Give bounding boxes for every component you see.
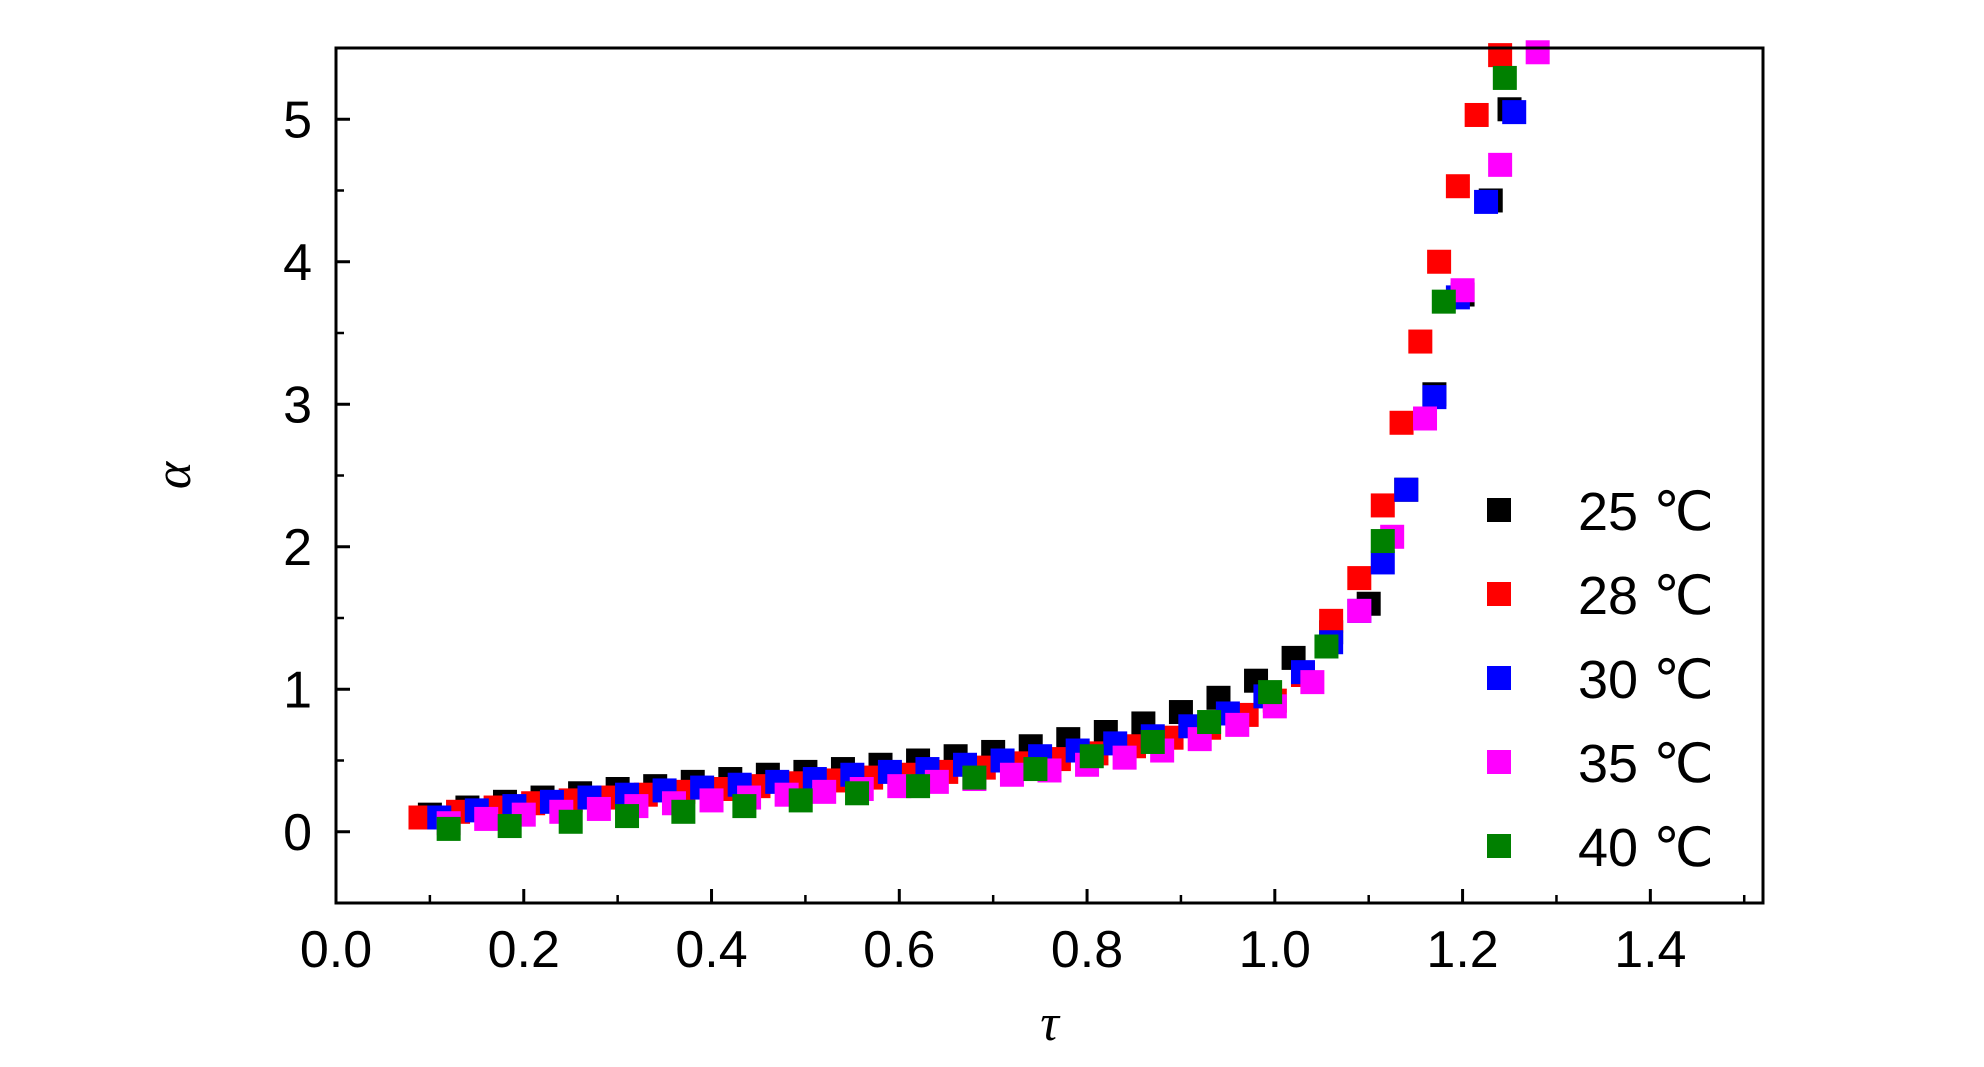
- x-tick-label: 0.0: [300, 921, 372, 979]
- data-point: [615, 804, 640, 829]
- y-tick-label: 1: [283, 661, 312, 719]
- data-point: [1474, 189, 1499, 214]
- data-point: [671, 799, 696, 824]
- y-tick-label: 3: [283, 376, 312, 434]
- legend-marker: [1487, 666, 1511, 690]
- series-0: [417, 97, 1522, 827]
- y-tick-label: 5: [283, 91, 312, 149]
- x-tick-label: 1.2: [1426, 921, 1498, 979]
- data-point: [1431, 289, 1456, 314]
- data-point: [1370, 550, 1395, 575]
- data-point: [906, 774, 931, 799]
- data-point: [586, 796, 611, 821]
- y-axis: 0 1 2 3 4 5: [283, 91, 350, 862]
- legend-marker: [1487, 582, 1511, 606]
- data-point: [1197, 710, 1222, 735]
- x-tick-label: 0.8: [1051, 921, 1123, 979]
- legend-marker: [1487, 834, 1511, 858]
- data-points: [408, 40, 1550, 841]
- data-point: [1347, 598, 1372, 623]
- data-point: [1314, 634, 1339, 659]
- y-tick-label: 4: [283, 234, 312, 292]
- data-point: [812, 779, 837, 804]
- data-point: [1258, 680, 1283, 705]
- legend-label: 35 ℃: [1578, 734, 1714, 794]
- data-point: [1422, 385, 1447, 410]
- data-point: [962, 765, 987, 790]
- y-tick-label: 2: [283, 519, 312, 577]
- data-point: [1023, 757, 1048, 782]
- legend: 25 ℃ 28 ℃ 30 ℃ 35 ℃ 40 ℃: [1487, 482, 1714, 878]
- data-point: [1347, 566, 1372, 591]
- data-point: [1488, 152, 1513, 177]
- legend-label: 40 ℃: [1578, 818, 1714, 878]
- legend-marker: [1487, 498, 1511, 522]
- data-point: [1389, 410, 1414, 435]
- legend-label: 30 ℃: [1578, 650, 1714, 710]
- series-2: [427, 100, 1527, 830]
- series-1: [408, 43, 1513, 830]
- data-point: [1370, 529, 1395, 554]
- legend-label: 25 ℃: [1578, 482, 1714, 542]
- legend-marker: [1487, 750, 1511, 774]
- x-axis: 0.0 0.2 0.4 0.6 0.8 1.0 1.2 1.4: [300, 889, 1746, 979]
- y-tick-label: 0: [283, 804, 312, 862]
- data-point: [1112, 745, 1137, 770]
- data-point: [1408, 329, 1433, 354]
- data-point: [1445, 174, 1470, 199]
- data-point: [999, 762, 1024, 787]
- data-point: [845, 781, 870, 806]
- legend-label: 28 ℃: [1578, 566, 1714, 626]
- data-point: [1079, 744, 1104, 769]
- series-3: [436, 40, 1550, 836]
- data-point: [1319, 608, 1344, 633]
- data-point: [1370, 493, 1395, 518]
- data-point: [1525, 40, 1550, 65]
- y-axis-title: α: [145, 460, 202, 489]
- x-axis-title: τ: [1040, 995, 1061, 1052]
- x-tick-label: 0.4: [675, 921, 747, 979]
- data-point: [1394, 477, 1419, 502]
- data-point: [1225, 712, 1250, 737]
- data-point: [699, 788, 724, 813]
- data-point: [1464, 102, 1489, 127]
- data-point: [1427, 249, 1452, 274]
- x-tick-label: 0.6: [863, 921, 935, 979]
- data-point: [1502, 100, 1527, 125]
- data-point: [558, 809, 583, 834]
- series-4: [436, 65, 1517, 841]
- x-tick-label: 1.4: [1614, 921, 1686, 979]
- x-tick-label: 0.2: [488, 921, 560, 979]
- data-point: [1492, 65, 1517, 90]
- data-point: [788, 788, 813, 813]
- data-point: [497, 814, 522, 839]
- data-point: [1413, 406, 1438, 431]
- data-point: [436, 816, 461, 841]
- data-point: [732, 794, 757, 819]
- x-tick-label: 1.0: [1239, 921, 1311, 979]
- data-point: [1140, 729, 1165, 754]
- data-point: [474, 806, 499, 831]
- data-point: [1300, 670, 1325, 695]
